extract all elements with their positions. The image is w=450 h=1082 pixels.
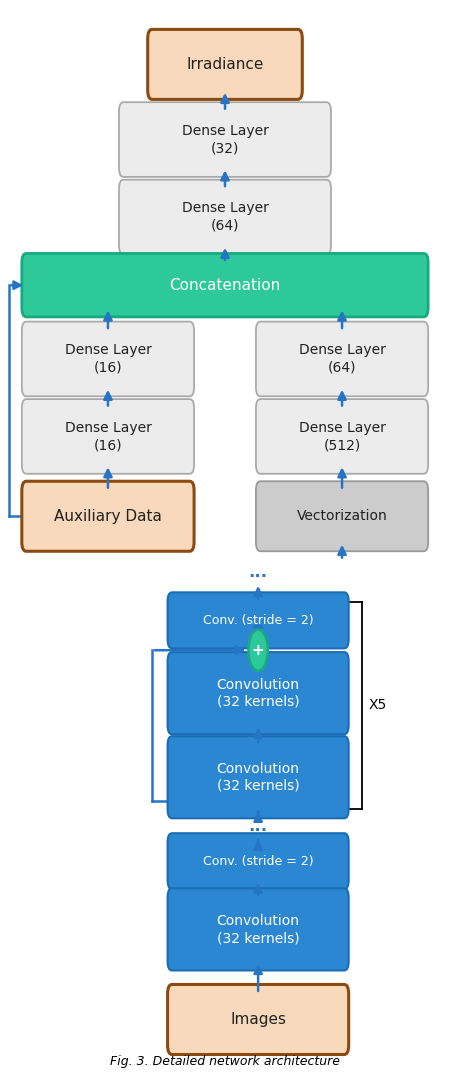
Text: Dense Layer
(16): Dense Layer (16) <box>64 421 151 452</box>
Text: Convolution
(32 kernels): Convolution (32 kernels) <box>216 677 300 709</box>
Text: ...: ... <box>248 563 268 581</box>
Text: Vectorization: Vectorization <box>297 510 387 524</box>
Text: Convolution
(32 kernels): Convolution (32 kernels) <box>216 913 300 945</box>
FancyBboxPatch shape <box>167 652 349 735</box>
Text: Images: Images <box>230 1012 286 1027</box>
Text: Auxiliary Data: Auxiliary Data <box>54 509 162 524</box>
FancyBboxPatch shape <box>167 985 349 1055</box>
Text: +: + <box>252 643 265 658</box>
Text: Fig. 3. Detailed network architecture: Fig. 3. Detailed network architecture <box>110 1056 340 1069</box>
Circle shape <box>248 630 268 671</box>
Text: Conv. (stride = 2): Conv. (stride = 2) <box>203 855 314 868</box>
FancyBboxPatch shape <box>22 399 194 474</box>
Text: Convolution
(32 kernels): Convolution (32 kernels) <box>216 762 300 793</box>
Text: Dense Layer
(16): Dense Layer (16) <box>64 343 151 374</box>
FancyBboxPatch shape <box>167 833 349 889</box>
Text: Dense Layer
(32): Dense Layer (32) <box>181 124 269 155</box>
FancyBboxPatch shape <box>167 888 349 971</box>
Text: ...: ... <box>248 817 268 834</box>
FancyBboxPatch shape <box>119 102 331 176</box>
FancyBboxPatch shape <box>119 180 331 254</box>
FancyBboxPatch shape <box>148 29 302 100</box>
FancyBboxPatch shape <box>22 481 194 551</box>
FancyBboxPatch shape <box>22 321 194 396</box>
Text: Dense Layer
(64): Dense Layer (64) <box>181 201 269 233</box>
FancyBboxPatch shape <box>256 321 428 396</box>
FancyBboxPatch shape <box>256 481 428 551</box>
Text: Dense Layer
(512): Dense Layer (512) <box>299 421 386 452</box>
Text: Conv. (stride = 2): Conv. (stride = 2) <box>203 613 314 626</box>
FancyBboxPatch shape <box>22 253 428 317</box>
FancyBboxPatch shape <box>256 399 428 474</box>
Text: X5: X5 <box>369 698 387 712</box>
Text: Irradiance: Irradiance <box>186 57 264 71</box>
Text: Concatenation: Concatenation <box>169 278 281 293</box>
Text: Dense Layer
(64): Dense Layer (64) <box>299 343 386 374</box>
FancyBboxPatch shape <box>167 592 349 648</box>
FancyBboxPatch shape <box>167 736 349 818</box>
